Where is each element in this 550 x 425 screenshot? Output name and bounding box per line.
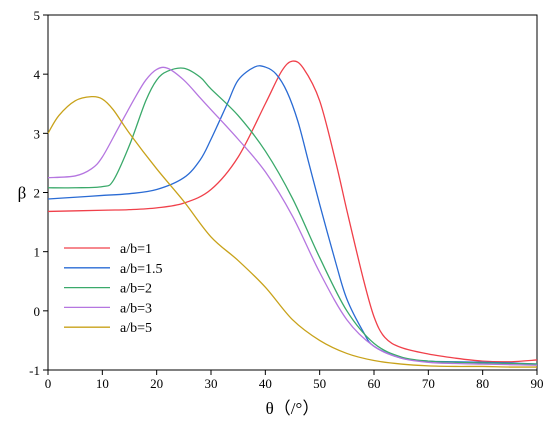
series-line-1 — [47, 60, 538, 363]
y-tick-label: 4 — [34, 67, 41, 82]
x-tick-label: 20 — [150, 376, 163, 391]
x-tick-label: 0 — [45, 376, 52, 391]
y-tick-label: 2 — [34, 186, 41, 201]
series-line-4 — [47, 66, 538, 366]
x-tick-label: 80 — [476, 376, 489, 391]
legend-label-1: a/b=1 — [120, 242, 152, 257]
legend: a/b=1 a/b=1.5 a/b=2 a/b=3 a/b=5 — [64, 242, 163, 336]
x-axis-title: θ（/°） — [266, 399, 320, 418]
legend-label-5: a/b=5 — [120, 321, 152, 336]
legend-label-3: a/b=2 — [120, 282, 152, 297]
y-tick-label: -1 — [29, 363, 40, 378]
x-tick-label: 70 — [422, 376, 435, 391]
series-line-3 — [47, 67, 538, 365]
x-tick-label: 30 — [205, 376, 218, 391]
x-tick-label: 90 — [531, 376, 544, 391]
x-tick-label: 10 — [96, 376, 109, 391]
x-tick-label: 60 — [368, 376, 381, 391]
y-tick-label: 5 — [34, 8, 41, 23]
y-tick-label: 0 — [34, 304, 41, 319]
plot-area — [47, 14, 538, 371]
y-tick-label: 3 — [34, 126, 41, 141]
axes-layer: 0 10 20 30 40 50 60 70 80 90 -1 0 1 2 3 4 5 — [29, 8, 543, 391]
legend-label-2: a/b=1.5 — [120, 262, 163, 277]
x-tick-label: 40 — [259, 376, 272, 391]
series-line-5 — [47, 95, 538, 368]
y-axis-title: β — [18, 184, 27, 203]
x-tick-label: 50 — [313, 376, 326, 391]
y-tick-label: 1 — [34, 245, 41, 260]
plot-frame — [47, 14, 538, 371]
series-layer — [47, 60, 538, 368]
legend-label-4: a/b=3 — [120, 301, 152, 316]
